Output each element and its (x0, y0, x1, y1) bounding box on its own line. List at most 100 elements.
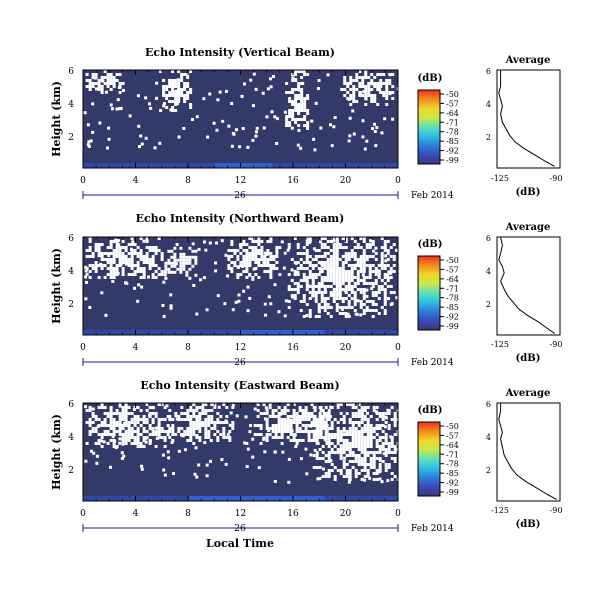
no-data-cell (348, 478, 352, 482)
no-data-cell (387, 445, 391, 448)
no-data-cell (116, 271, 120, 275)
no-data-cell (145, 261, 149, 264)
no-data-cell (103, 424, 107, 427)
low-level-echo-cell (287, 496, 294, 501)
no-data-cell (391, 85, 395, 88)
no-data-cell (251, 437, 255, 441)
no-data-cell (293, 237, 297, 240)
no-data-cell (230, 267, 234, 270)
no-data-cell (304, 427, 308, 430)
no-data-cell (318, 270, 322, 274)
no-data-cell (275, 117, 279, 121)
no-data-cell (201, 403, 205, 406)
no-data-cell (363, 475, 367, 478)
no-data-cell (335, 267, 339, 270)
no-data-cell (91, 407, 95, 411)
no-data-cell (271, 424, 275, 427)
no-data-cell (354, 412, 358, 415)
no-data-cell (330, 144, 334, 148)
no-data-cell (227, 267, 231, 270)
no-data-cell (118, 255, 122, 258)
no-data-cell (336, 427, 340, 430)
no-data-cell (378, 445, 382, 448)
no-data-cell (318, 416, 322, 420)
no-data-cell (396, 409, 398, 412)
low-level-echo-cell (377, 163, 383, 168)
no-data-cell (227, 258, 231, 261)
no-data-cell (151, 418, 155, 421)
no-data-cell (330, 427, 334, 430)
no-data-cell (186, 418, 190, 421)
no-data-cell (262, 126, 266, 130)
no-data-cell (97, 276, 101, 279)
no-data-cell (360, 427, 364, 430)
no-data-cell (357, 445, 361, 448)
average-x-tick: -125 (491, 340, 509, 349)
no-data-cell (386, 249, 390, 252)
no-data-cell (293, 433, 297, 437)
no-data-cell (366, 430, 370, 433)
no-data-cell (393, 424, 397, 427)
no-data-cell (121, 246, 125, 249)
no-data-cell (157, 418, 161, 421)
no-data-cell (339, 444, 343, 448)
no-data-cell (254, 273, 258, 276)
no-data-cell (190, 117, 194, 121)
no-data-cell (115, 79, 119, 82)
no-data-cell (348, 433, 352, 436)
no-data-cell (347, 306, 351, 309)
no-data-cell (133, 249, 137, 252)
no-data-cell (191, 249, 195, 253)
no-data-cell (286, 436, 290, 439)
x-tick-label: 0 (395, 343, 401, 353)
no-data-cell (303, 70, 307, 73)
no-data-cell (260, 246, 264, 249)
echo-background (83, 70, 398, 168)
no-data-cell (295, 415, 299, 418)
no-data-cell (348, 460, 352, 463)
no-data-cell (380, 237, 384, 240)
no-data-cell (235, 128, 239, 132)
no-data-cell (242, 243, 246, 246)
no-data-cell (312, 454, 316, 457)
no-data-cell (383, 303, 387, 306)
no-data-cell (103, 406, 107, 409)
no-data-cell (351, 421, 355, 424)
no-data-cell (97, 254, 101, 258)
no-data-cell (109, 276, 113, 279)
no-data-cell (372, 427, 376, 430)
average-y-tick: 6 (486, 67, 491, 76)
no-data-cell (115, 267, 119, 270)
no-data-cell (336, 406, 340, 409)
no-data-cell (383, 276, 387, 279)
no-data-cell (327, 409, 331, 412)
no-data-cell (353, 246, 357, 249)
no-data-cell (305, 237, 309, 240)
no-data-cell (302, 252, 306, 255)
no-data-cell (375, 478, 379, 481)
no-data-cell (326, 312, 330, 315)
no-data-cell (177, 135, 181, 139)
no-data-cell (194, 249, 198, 253)
no-data-cell (304, 415, 308, 418)
no-data-cell (350, 291, 354, 294)
no-data-cell (256, 415, 260, 418)
no-data-cell (109, 270, 113, 273)
no-data-cell (127, 243, 131, 246)
no-data-cell (205, 308, 209, 312)
no-data-cell (360, 457, 364, 460)
low-level-echo-cell (282, 163, 289, 168)
no-data-cell (189, 421, 193, 424)
no-data-cell (124, 261, 128, 264)
no-data-cell (257, 240, 261, 243)
no-data-cell (124, 430, 128, 433)
no-data-cell (340, 307, 344, 311)
no-data-cell (183, 100, 187, 103)
no-data-cell (189, 409, 193, 412)
no-data-cell (139, 249, 143, 252)
no-data-cell (214, 261, 218, 265)
no-data-cell (391, 91, 395, 94)
no-data-cell (341, 312, 345, 315)
no-data-cell (354, 439, 358, 442)
no-data-cell (369, 239, 373, 243)
